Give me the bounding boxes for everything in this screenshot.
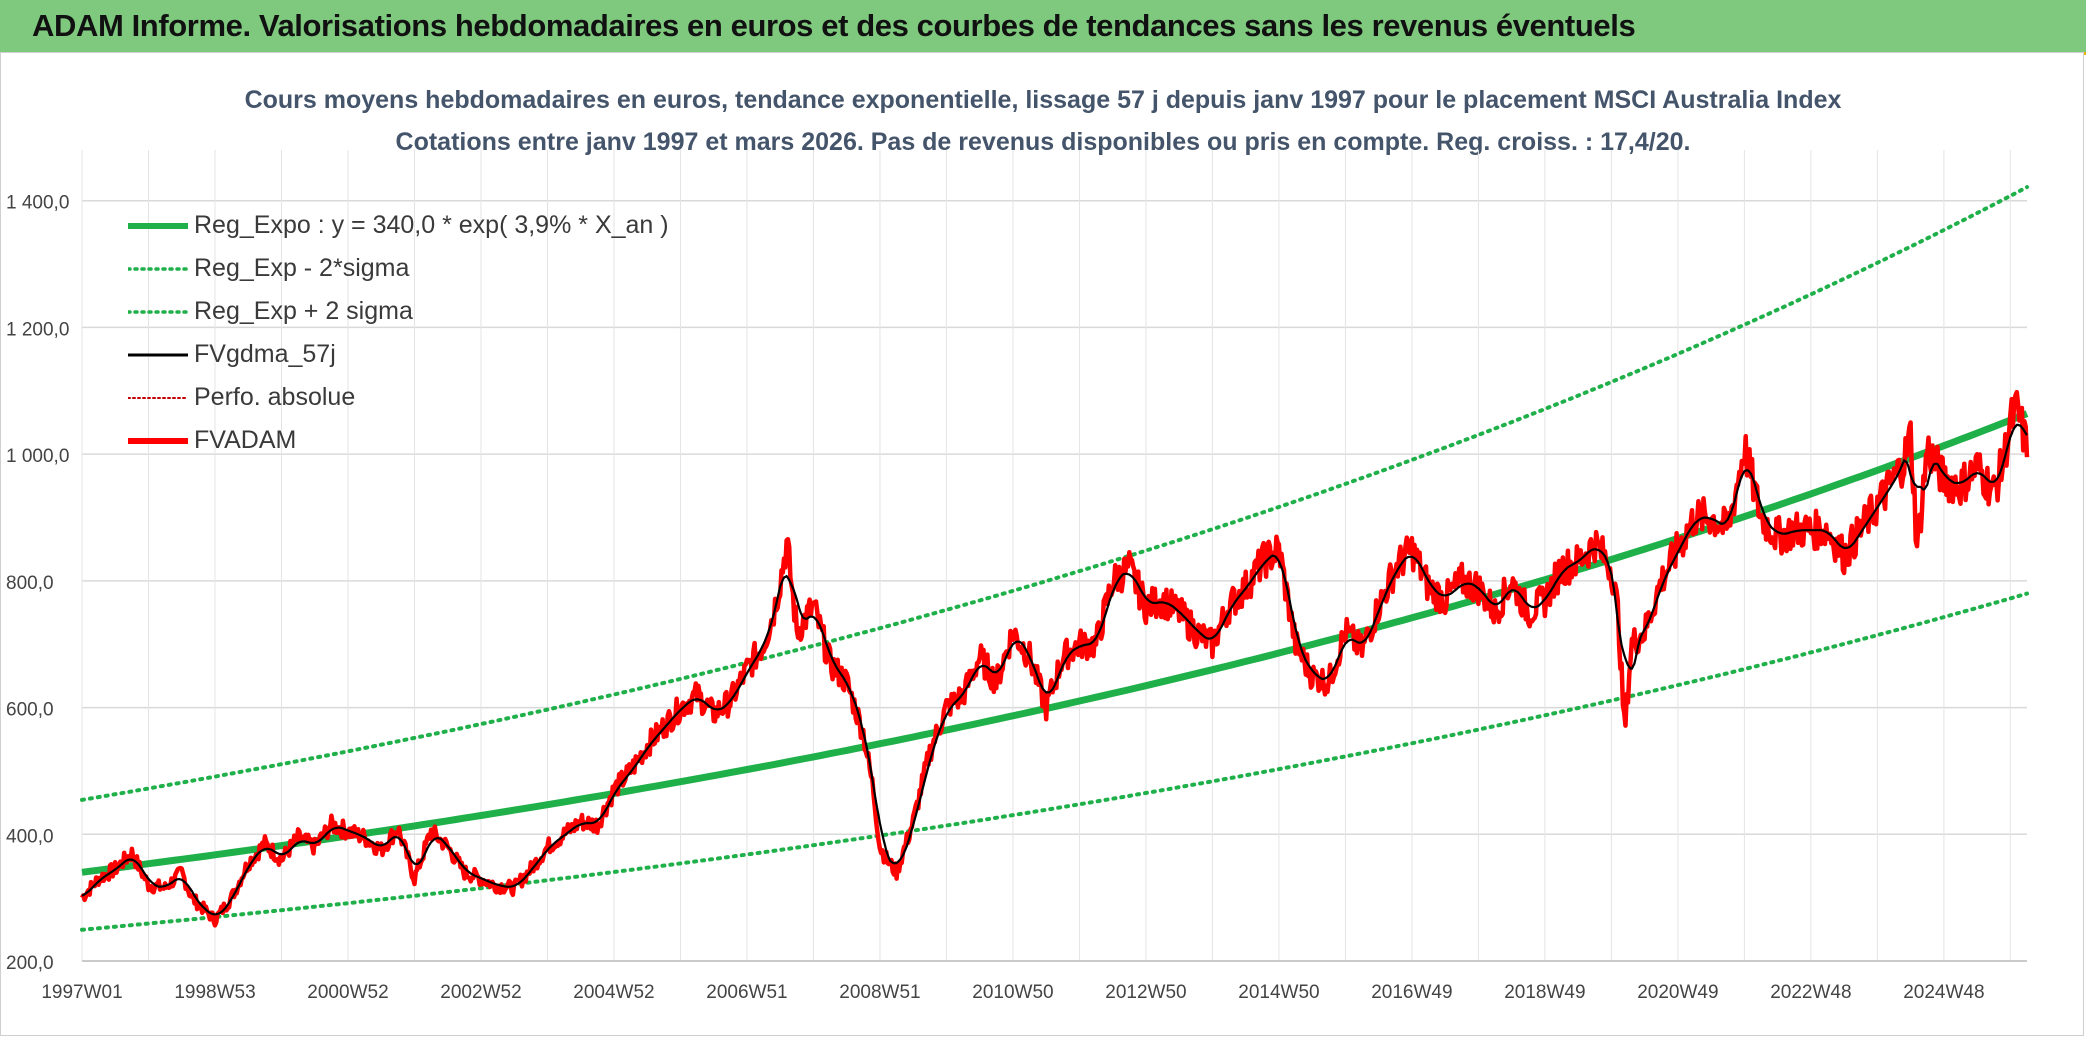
x-tick-label: 1998W53 [174, 982, 255, 1003]
legend-item-reg_expo: Reg_Expo : y = 340,0 * exp( 3,9% * X_an … [128, 204, 688, 247]
x-tick-label: 2012W50 [1105, 982, 1186, 1003]
series-reg-expo [81, 410, 2029, 876]
x-tick-label: 2000W52 [307, 982, 388, 1003]
series-reg-minus [80, 591, 2029, 932]
x-tick-label: 2002W52 [440, 982, 521, 1003]
legend-label: Reg_Expo : y = 340,0 * exp( 3,9% * X_an … [194, 211, 669, 239]
y-tick-label: 800,0 [6, 573, 54, 594]
legend-label: FVADAM [194, 426, 297, 454]
series-reg-plus [80, 185, 2029, 802]
series-fvgdma [81, 423, 2028, 916]
legend-item-reg_plus: Reg_Exp + 2 sigma [128, 290, 688, 333]
legend-item-fvgdma: FVgdma_57j [128, 333, 688, 376]
y-tick-label: 200,0 [6, 953, 54, 974]
legend-swatch [128, 306, 188, 318]
legend-swatch [128, 435, 188, 447]
x-tick-label: 2016W49 [1371, 982, 1452, 1003]
legend-swatch [128, 392, 188, 404]
legend-item-reg_minus: Reg_Exp - 2*sigma [128, 247, 688, 290]
series-fvadam [80, 389, 2030, 928]
x-tick-label: 2020W49 [1637, 982, 1718, 1003]
x-tick-label: 2004W52 [573, 982, 654, 1003]
x-tick-label: 2022W48 [1770, 982, 1851, 1003]
y-tick-label: 600,0 [6, 700, 54, 721]
chart-title: Cours moyens hebdomadaires en euros, ten… [244, 86, 1842, 114]
x-tick-label: 2010W50 [972, 982, 1053, 1003]
y-tick-label: 1 200,0 [6, 319, 69, 340]
axis-layer: 200,0 400,0 600,0 800,0 1 000,0 1 200,0 1 400,… [6, 193, 2027, 1003]
x-tick-label: 2014W50 [1238, 982, 1319, 1003]
series-layer [80, 185, 2030, 932]
legend-label: FVgdma_57j [194, 340, 336, 368]
y-tick-label: 1 000,0 [6, 446, 69, 467]
legend-label: Perfo. absolue [194, 383, 356, 411]
legend-label: Reg_Exp + 2 sigma [194, 297, 413, 325]
legend-item-perfo: Perfo. absolue [128, 376, 688, 419]
legend-swatch [128, 349, 188, 361]
x-tick-label: 2006W51 [706, 982, 787, 1003]
chart-legend: Reg_Expo : y = 340,0 * exp( 3,9% * X_an … [128, 204, 688, 462]
y-tick-label: 400,0 [6, 826, 54, 847]
chart-subtitle: Cotations entre janv 1997 et mars 2026. … [395, 128, 1691, 156]
x-tick-label: 2024W48 [1903, 982, 1984, 1003]
y-tick-label: 1 400,0 [6, 193, 69, 214]
x-tick-label: 2008W51 [839, 982, 920, 1003]
chart-frame [0, 52, 2084, 1036]
legend-swatch [128, 220, 188, 232]
x-tick-label: 2018W49 [1504, 982, 1585, 1003]
page-title: ADAM Informe. Valorisations hebdomadaire… [32, 8, 1636, 43]
legend-label: Reg_Exp - 2*sigma [194, 254, 410, 282]
x-tick-label: 1997W01 [41, 982, 122, 1003]
legend-item-fvadam: FVADAM [128, 419, 688, 462]
legend-swatch [128, 263, 188, 275]
